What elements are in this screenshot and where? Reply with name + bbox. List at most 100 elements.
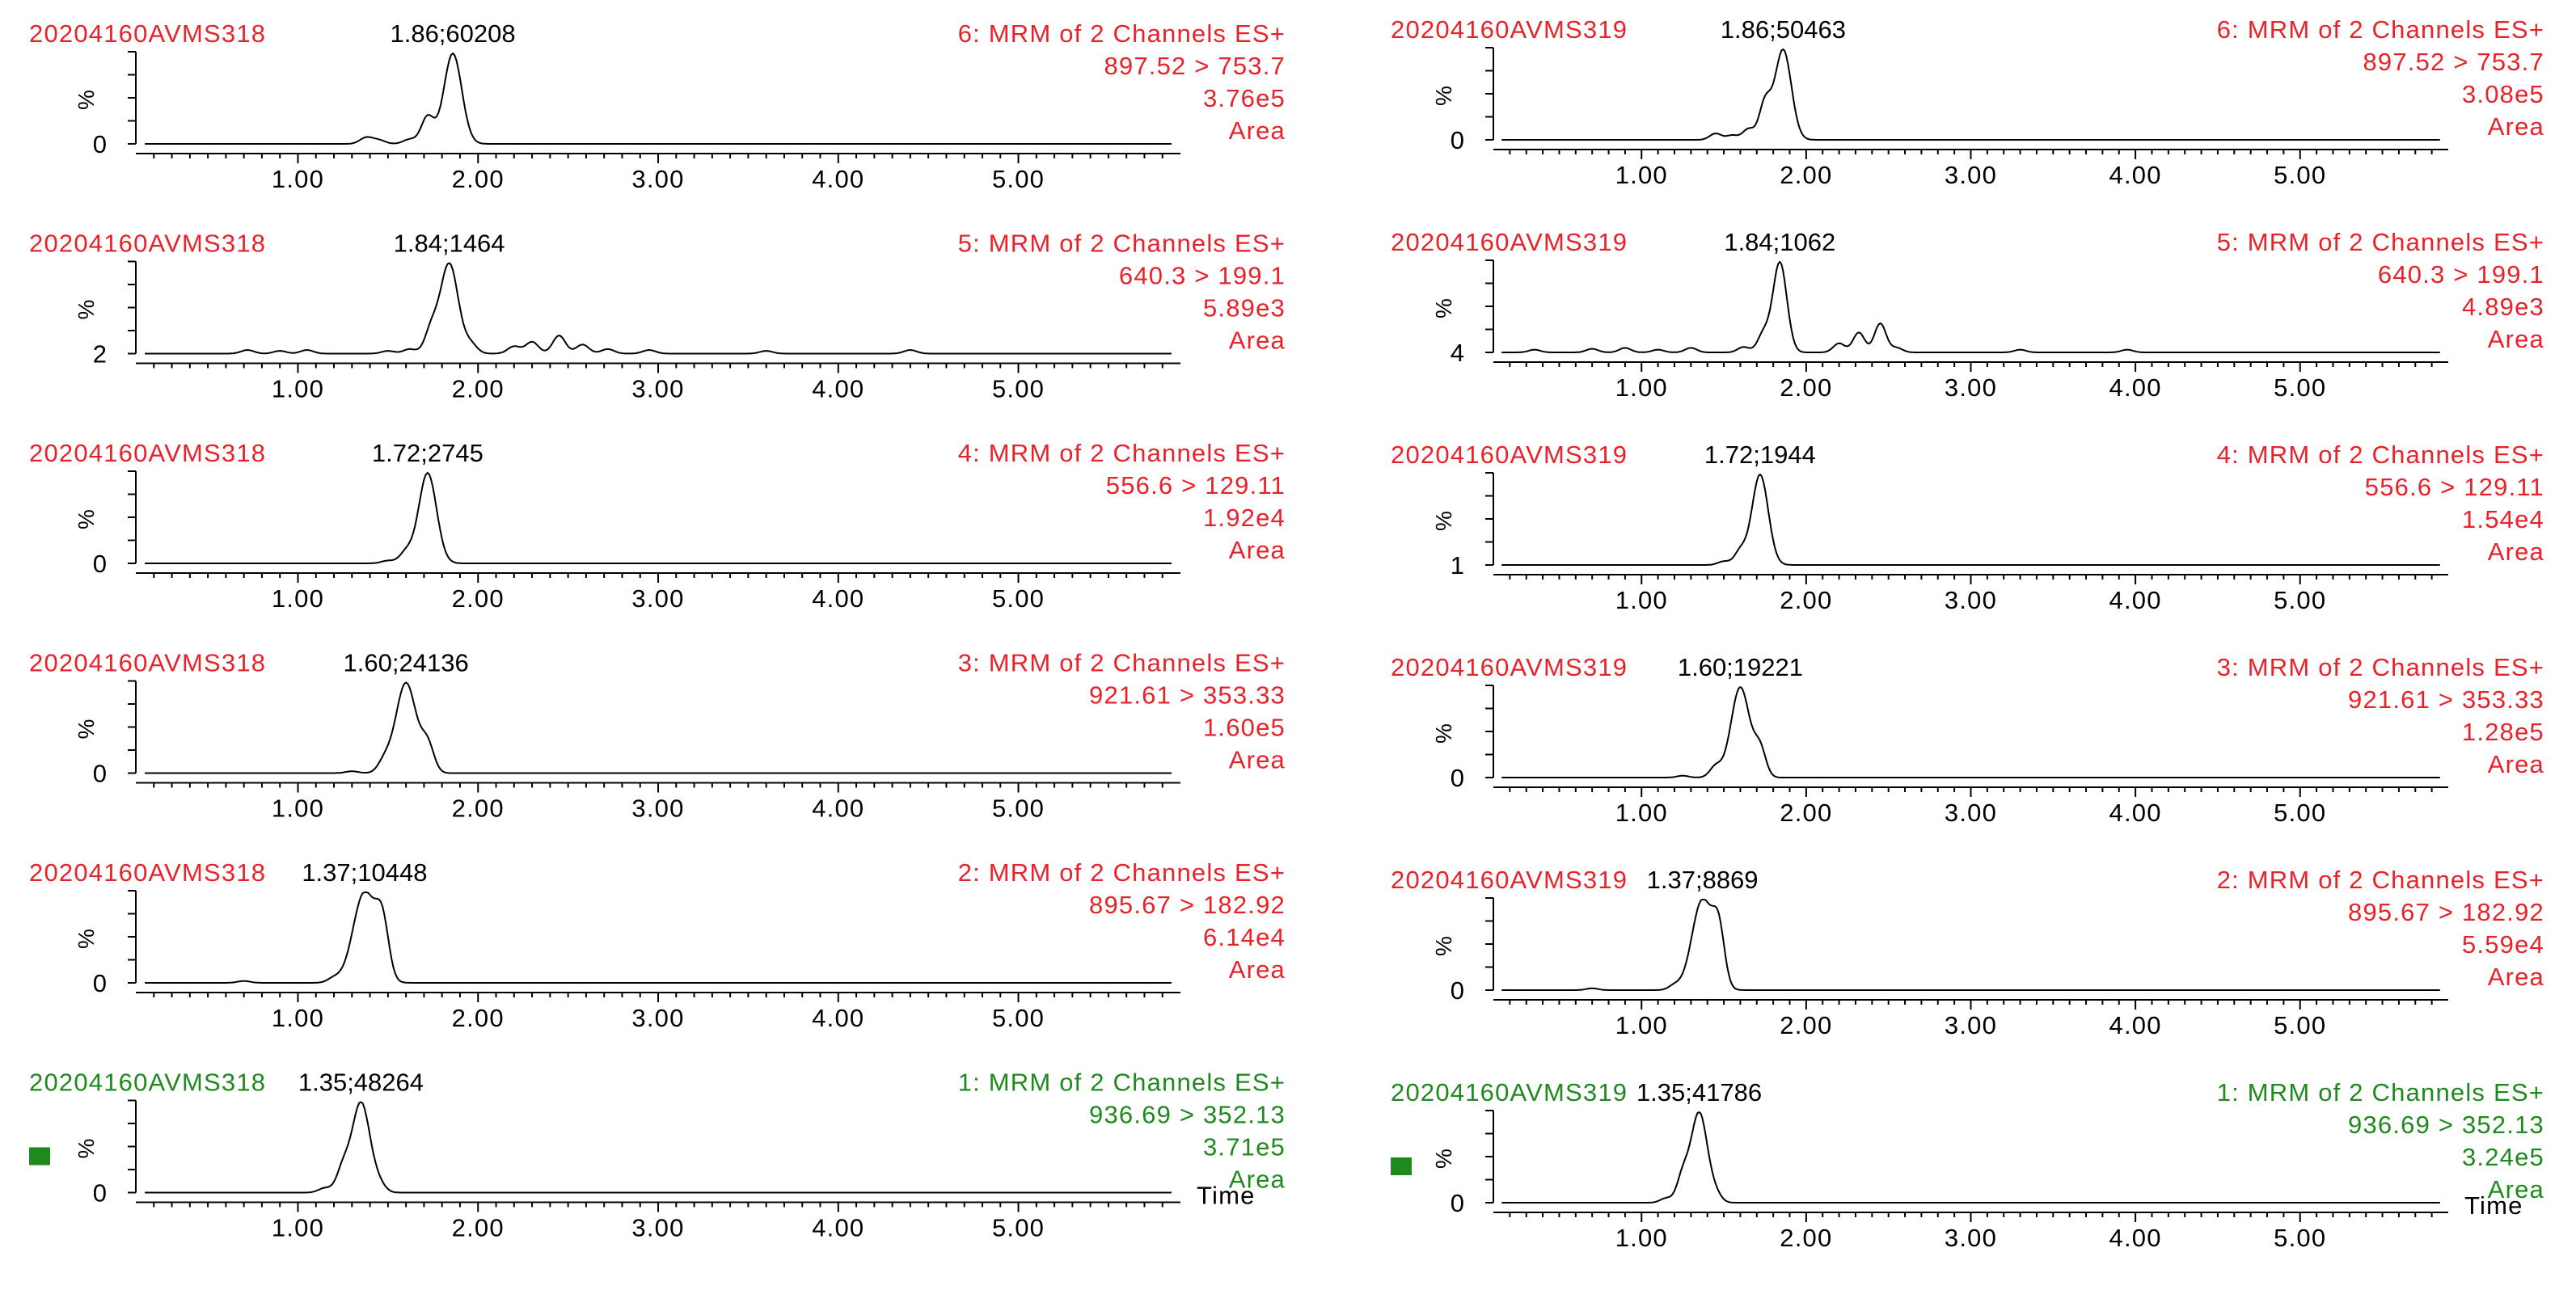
percent-label: %	[74, 719, 99, 740]
trace-header: 3: MRM of 2 Channels ES+	[2217, 653, 2544, 681]
x-tick-label: 2.00	[452, 584, 505, 613]
trace-transition: 936.69 > 352.13	[1089, 1101, 1286, 1129]
sample-name: 20204160AVMS318	[29, 858, 266, 887]
x-tick-label: 3.00	[631, 375, 684, 403]
trace-intensity: 1.92e4	[1203, 504, 1286, 532]
peak-label: 1.35;41786	[1636, 1078, 1762, 1107]
trace-transition: 921.61 > 353.33	[2348, 685, 2544, 714]
x-axis-label: Time	[1197, 1182, 1256, 1210]
sample-name: 20204160AVMS318	[29, 1069, 266, 1097]
peak-label: 1.60;24136	[344, 649, 469, 677]
sample-name: 20204160AVMS318	[29, 439, 266, 467]
x-tick-label: 5.00	[2274, 799, 2326, 827]
x-tick-label: 3.00	[631, 1004, 684, 1032]
baseline-label: 0	[1451, 976, 1464, 1005]
trace-transition: 895.67 > 182.92	[2348, 898, 2544, 926]
x-tick-label: 2.00	[452, 165, 505, 193]
x-tick-label: 3.00	[631, 584, 684, 613]
chromatogram-panel: 20204160AVMS318 4: MRM of 2 Channels ES+ 5…	[29, 439, 1286, 613]
percent-label: %	[74, 929, 99, 949]
trace-intensity: 1.54e4	[2462, 505, 2544, 533]
chromatogram-panel: 20204160AVMS319 4: MRM of 2 Channels ES+ 5…	[1391, 441, 2544, 614]
trace-header: 2: MRM of 2 Channels ES+	[2217, 866, 2544, 894]
trace-transition: 640.3 > 199.1	[2378, 260, 2544, 289]
chromatogram-panel: 20204160AVMS318 1: MRM of 2 Channels ES+ 9…	[29, 1069, 1286, 1242]
x-tick-label: 3.00	[631, 1214, 684, 1242]
x-tick-label: 2.00	[1780, 799, 1832, 827]
trace-header: 5: MRM of 2 Channels ES+	[2217, 228, 2544, 256]
trace-line	[145, 471, 1172, 564]
x-tick-label: 5.00	[992, 584, 1045, 613]
trace-mode: Area	[1229, 327, 1286, 355]
percent-label: %	[74, 1139, 99, 1159]
chromatogram-panel: 20204160AVMS318 3: MRM of 2 Channels ES+ 9…	[29, 649, 1286, 823]
x-tick-label: 5.00	[2274, 1224, 2326, 1252]
trace-transition: 921.61 > 353.33	[1089, 681, 1286, 710]
x-tick-label: 2.00	[452, 1214, 505, 1242]
sample-name: 20204160AVMS319	[1391, 228, 1628, 256]
percent-label: %	[1431, 86, 1456, 106]
trace-line	[1501, 260, 2440, 353]
x-tick-label: 3.00	[1945, 586, 1997, 614]
trace-intensity: 5.89e3	[1203, 294, 1286, 322]
trace-mode: Area	[2488, 1175, 2544, 1204]
sample-name: 20204160AVMS318	[29, 649, 266, 677]
peak-label: 1.60;19221	[1678, 653, 1803, 681]
x-tick-label: 4.00	[812, 584, 864, 613]
percent-label: %	[74, 90, 99, 110]
x-tick-label: 1.00	[272, 795, 324, 823]
sample-name: 20204160AVMS318	[29, 19, 266, 48]
percent-label: %	[1431, 1149, 1456, 1169]
chromatogram-panel: 20204160AVMS318 6: MRM of 2 Channels ES+ 8…	[29, 19, 1286, 193]
baseline-label: 0	[93, 1179, 107, 1208]
x-tick-label: 3.00	[631, 795, 684, 823]
x-tick-label: 5.00	[992, 165, 1045, 193]
x-tick-label: 3.00	[1945, 1011, 1997, 1039]
trace-transition: 897.52 > 753.7	[1104, 52, 1286, 80]
chromatogram-panel: 20204160AVMS318 5: MRM of 2 Channels ES+ 6…	[29, 230, 1286, 403]
trace-intensity: 3.08e5	[2462, 80, 2544, 108]
x-tick-label: 1.00	[1615, 373, 1668, 402]
chromatogram-panel: 20204160AVMS319 6: MRM of 2 Channels ES+ 8…	[1391, 15, 2544, 189]
peak-label: 1.84;1464	[394, 230, 505, 258]
trace-line	[145, 52, 1172, 145]
baseline-label: 0	[93, 760, 107, 788]
x-tick-label: 2.00	[1780, 1011, 1832, 1039]
peak-label: 1.37;8869	[1647, 866, 1759, 894]
x-axis-label: Time	[2464, 1191, 2523, 1220]
peak-label: 1.86;50463	[1721, 15, 1846, 44]
x-tick-label: 1.00	[1615, 799, 1668, 827]
trace-header: 1: MRM of 2 Channels ES+	[958, 1069, 1286, 1097]
trace-intensity: 4.89e3	[2462, 293, 2544, 321]
baseline-label: 0	[1451, 764, 1464, 792]
x-tick-label: 4.00	[2109, 161, 2162, 189]
x-tick-label: 1.00	[272, 1004, 324, 1032]
trace-line	[1501, 473, 2440, 566]
x-tick-label: 2.00	[452, 795, 505, 823]
baseline-label: 4	[1451, 339, 1464, 367]
x-tick-label: 5.00	[992, 795, 1045, 823]
trace-intensity: 5.59e4	[2462, 930, 2544, 959]
x-tick-label: 2.00	[1780, 586, 1832, 614]
trace-intensity: 3.71e5	[1203, 1133, 1286, 1161]
x-tick-label: 1.00	[1615, 586, 1668, 614]
x-tick-label: 4.00	[812, 1004, 864, 1032]
trace-line	[1501, 899, 2440, 991]
trace-transition: 640.3 > 199.1	[1119, 262, 1286, 290]
trace-transition: 556.6 > 129.11	[1106, 471, 1286, 500]
x-tick-label: 1.00	[272, 584, 324, 613]
trace-transition: 895.67 > 182.92	[1089, 891, 1286, 919]
baseline-label: 1	[1451, 551, 1464, 580]
baseline-label: 0	[93, 969, 107, 997]
trace-header: 5: MRM of 2 Channels ES+	[958, 230, 1286, 258]
trace-intensity: 3.24e5	[2462, 1143, 2544, 1171]
chromatogram-panel: 20204160AVMS319 3: MRM of 2 Channels ES+ 9…	[1391, 653, 2544, 827]
baseline-label: 0	[1451, 126, 1464, 154]
x-tick-label: 1.00	[272, 165, 324, 193]
trace-mode: Area	[1229, 1166, 1286, 1194]
sample-name: 20204160AVMS318	[29, 230, 266, 258]
x-tick-label: 5.00	[2274, 373, 2326, 402]
x-tick-label: 3.00	[1945, 1224, 1997, 1252]
chromatogram-panel: 20204160AVMS319 5: MRM of 2 Channels ES+ 6…	[1391, 228, 2544, 402]
x-tick-label: 4.00	[2109, 373, 2162, 402]
